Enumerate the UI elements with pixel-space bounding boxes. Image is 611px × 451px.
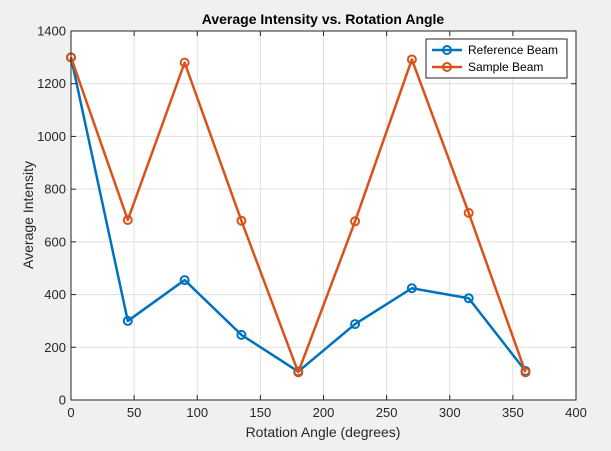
legend-marker-reference-beam bbox=[442, 45, 452, 55]
y-tick-label: 800 bbox=[44, 182, 66, 197]
data-point-reference-beam bbox=[122, 315, 133, 326]
y-tick-label: 600 bbox=[44, 234, 66, 249]
data-point-reference-beam bbox=[236, 329, 247, 340]
x-tick-label: 100 bbox=[186, 405, 208, 420]
x-axis-label: Rotation Angle (degrees) bbox=[246, 424, 401, 440]
data-point-reference-beam bbox=[406, 283, 417, 294]
data-point-sample-beam bbox=[236, 215, 247, 226]
data-point-reference-beam bbox=[463, 293, 474, 304]
legend-label-sample-beam: Sample Beam bbox=[468, 60, 543, 74]
series-sample-beam bbox=[66, 52, 531, 378]
legend-box bbox=[425, 38, 568, 79]
y-tick-label: 1400 bbox=[37, 24, 66, 39]
x-tick-label: 400 bbox=[565, 405, 587, 420]
data-point-sample-beam bbox=[293, 367, 304, 378]
x-tick-label: 200 bbox=[313, 405, 335, 420]
ticks: 0 50 100 150 200 250 300 350 400 0 200 400 600 800 100… bbox=[37, 24, 587, 421]
data-point-sample-beam bbox=[179, 57, 190, 68]
y-tick-label: 200 bbox=[44, 340, 66, 355]
data-point-sample-beam bbox=[463, 207, 474, 218]
data-point-reference-beam bbox=[350, 319, 361, 330]
legend: Reference Beam Sample Beam bbox=[425, 38, 568, 79]
series-layer bbox=[66, 52, 531, 378]
y-tick-label: 400 bbox=[44, 287, 66, 302]
y-tick-label: 0 bbox=[59, 393, 66, 408]
x-tick-label: 50 bbox=[127, 405, 141, 420]
x-tick-label: 350 bbox=[502, 405, 524, 420]
y-tick-label: 1000 bbox=[37, 129, 66, 144]
data-point-sample-beam bbox=[520, 367, 531, 378]
y-tick-label: 1200 bbox=[37, 76, 66, 91]
x-tick-label: 300 bbox=[439, 405, 461, 420]
grid bbox=[71, 31, 576, 400]
legend-label-reference-beam: Reference Beam bbox=[468, 43, 558, 57]
x-tick-label: 0 bbox=[67, 405, 74, 420]
x-tick-label: 250 bbox=[376, 405, 398, 420]
data-point-sample-beam bbox=[122, 214, 133, 225]
data-point-sample-beam bbox=[406, 54, 417, 65]
series-line-sample-beam bbox=[69, 56, 527, 374]
data-point-reference-beam bbox=[179, 275, 190, 286]
data-point-sample-beam bbox=[350, 216, 361, 227]
x-tick-label: 150 bbox=[250, 405, 272, 420]
chart-title: Average Intensity vs. Rotation Angle bbox=[202, 11, 445, 27]
y-axis-label: Average Intensity bbox=[20, 161, 36, 269]
legend-marker-sample-beam bbox=[442, 62, 452, 72]
